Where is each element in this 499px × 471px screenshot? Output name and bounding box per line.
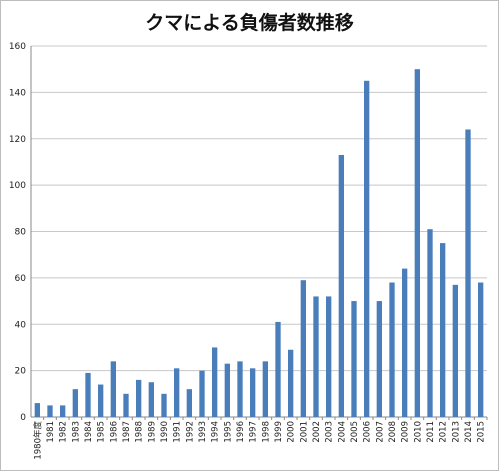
x-tick-label: 2003 [325, 421, 335, 443]
bar [440, 243, 446, 417]
x-tick-label: 1985 [97, 421, 107, 443]
bar [338, 154, 344, 417]
x-tick-label: 1996 [236, 421, 246, 443]
bar [47, 405, 53, 417]
x-tick-label: 2004 [337, 421, 347, 443]
x-tick-label: 1994 [211, 421, 221, 443]
x-tick-label: 2013 [451, 421, 461, 443]
x-tick-label: 1989 [147, 421, 157, 443]
x-tick-label: 2001 [299, 421, 309, 443]
x-tick-label: 1990 [160, 421, 170, 443]
bar [98, 384, 104, 417]
bar [364, 80, 370, 417]
x-tick-label: 2015 [477, 421, 487, 443]
x-tick-label: 1983 [71, 421, 81, 443]
bar [237, 361, 243, 417]
x-tick-label: 1987 [122, 421, 132, 443]
bar [262, 361, 268, 417]
bar [110, 361, 116, 417]
bar [250, 368, 256, 417]
y-tick-label: 60 [15, 274, 27, 284]
bar [326, 296, 332, 417]
bar [161, 393, 167, 417]
bar [478, 282, 484, 417]
bar [186, 389, 192, 417]
bar [376, 301, 382, 417]
bar [85, 372, 91, 417]
bar [452, 284, 458, 417]
x-tick-label: 2012 [439, 421, 449, 443]
x-tick-label: 1984 [84, 421, 94, 443]
y-tick-label: 140 [9, 88, 26, 98]
bar [224, 363, 230, 417]
x-tick-label: 2008 [388, 421, 398, 443]
bar [389, 282, 395, 417]
bar [34, 403, 40, 417]
y-tick-label: 160 [9, 42, 26, 52]
x-tick-label: 2014 [464, 421, 474, 443]
y-tick-label: 20 [15, 367, 27, 377]
bar [60, 405, 66, 417]
x-tick-label: 2005 [350, 421, 360, 443]
x-tick-label: 1981 [46, 421, 56, 443]
x-tick-label: 1998 [261, 421, 271, 443]
bar [300, 280, 306, 417]
x-tick-label: 2007 [375, 421, 385, 443]
bar [136, 379, 142, 417]
x-tick-label: 1995 [223, 421, 233, 443]
bar [148, 382, 154, 417]
bar [427, 229, 433, 417]
y-tick-label: 80 [15, 228, 27, 238]
y-tick-label: 40 [15, 320, 27, 330]
x-tick-label: 2009 [401, 421, 411, 443]
x-tick-label: 1997 [249, 421, 259, 443]
x-tick-label: 2000 [287, 421, 297, 443]
bar [212, 347, 218, 417]
x-tick-label: 1986 [109, 421, 119, 443]
bar [465, 129, 471, 417]
x-tick-label: 1988 [135, 421, 145, 443]
bar [313, 296, 319, 417]
bar [174, 368, 180, 417]
bar [351, 301, 357, 417]
y-tick-label: 120 [9, 135, 26, 145]
x-tick-label: 1993 [198, 421, 208, 443]
x-tick-label: 1999 [274, 421, 284, 443]
bar [288, 349, 294, 417]
x-tick-label: 2011 [426, 421, 436, 443]
x-tick-label: 2002 [312, 421, 322, 443]
x-tick-label: 1992 [185, 421, 195, 443]
bar [123, 393, 129, 417]
x-tick-label: 2006 [363, 421, 373, 443]
x-tick-label: 1980年度 [32, 421, 43, 460]
bar [199, 370, 205, 417]
x-tick-label: 1991 [173, 421, 183, 443]
x-tick-label: 2010 [413, 421, 423, 443]
bar [414, 69, 420, 417]
x-tick-label: 1982 [59, 421, 69, 443]
y-tick-label: 0 [20, 413, 26, 423]
y-tick-label: 100 [9, 181, 26, 191]
chart-title: クマによる負傷者数推移 [145, 12, 354, 34]
bar [72, 389, 78, 417]
bar [275, 321, 281, 417]
bar [402, 268, 408, 417]
